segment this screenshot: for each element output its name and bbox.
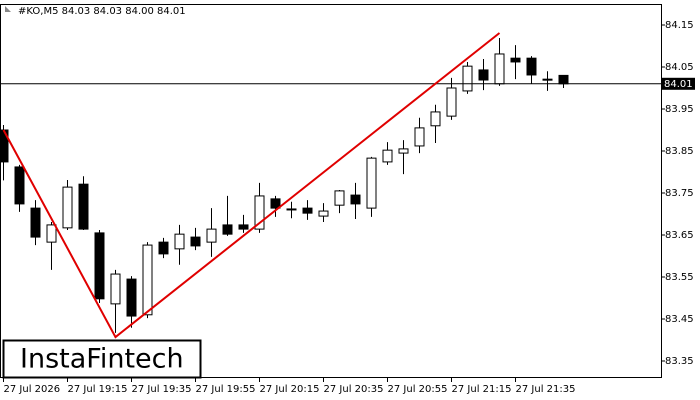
candle-body [158,241,169,255]
watermark-box [2,339,202,379]
candle-body [494,53,505,85]
candle-body [526,57,537,76]
candle-body [318,210,329,217]
y-tick-label: 83.95 [665,104,694,115]
watermark: InstaFintech [20,344,184,375]
candle-body [126,278,137,317]
candle-body [462,65,473,92]
y-tick-label: 83.35 [665,356,694,367]
plot-area: 83.35 83.45 83.55 83.65 83.75 83.85 83.95 84.05… [0,20,695,395]
candle-body [30,207,41,238]
candle-body [414,127,425,147]
x-tick-label: 27 Jul 20:55 [388,384,448,395]
y-tick-label: 84.15 [665,20,694,31]
candle-body [350,194,361,205]
candle-body [62,186,73,229]
candle-body [254,195,265,230]
candle-body [302,207,313,214]
y-tick-label: 83.75 [665,188,694,199]
candle-body [542,78,553,81]
candle-body [110,273,121,305]
plot-frame [0,4,662,378]
y-tick-label: 84.05 [665,62,694,73]
candle-body [46,224,57,243]
y-tick-label: 83.45 [665,314,694,325]
candle-body [14,166,25,205]
candle-body [270,198,281,209]
candle-body [382,149,393,163]
candle-body [190,236,201,247]
x-tick-label: 27 Jul 19:55 [196,384,256,395]
pattern-line [2,32,501,339]
x-tick-label: 27 Jul 20:35 [324,384,384,395]
y-tick-label: 83.55 [665,272,694,283]
candle-body [94,232,105,300]
candle-body [238,224,249,230]
candle-body [174,233,185,250]
candle-body [478,69,489,81]
candle-body [430,111,441,127]
candle-body [334,190,345,206]
x-tick-label: 27 Jul 21:35 [516,384,576,395]
x-tick-label: 27 Jul 19:35 [132,384,192,395]
candle-body [398,148,409,154]
candle-body [446,87,457,117]
y-tick-label: 83.85 [665,146,694,157]
y-tick-label: 83.65 [665,230,694,241]
current-price-box [661,77,695,90]
candle-body [78,183,89,230]
candle-body [366,157,377,209]
x-tick-label: 27 Jul 2026 [4,384,61,395]
x-tick-label: 27 Jul 21:15 [452,384,512,395]
candle-body [206,228,217,243]
candle-body [558,74,569,85]
candle-body [286,208,297,211]
symbol-icon [5,6,11,12]
candle-body [222,224,233,235]
candle-body [510,57,521,63]
x-tick-label: 27 Jul 19:15 [68,384,128,395]
chart-title: #KO,M5 84.03 84.03 84.00 84.01 [18,6,186,17]
x-tick-label: 27 Jul 20:15 [260,384,320,395]
candle-body [142,244,153,316]
current-price-label: 84.01 [664,79,693,90]
